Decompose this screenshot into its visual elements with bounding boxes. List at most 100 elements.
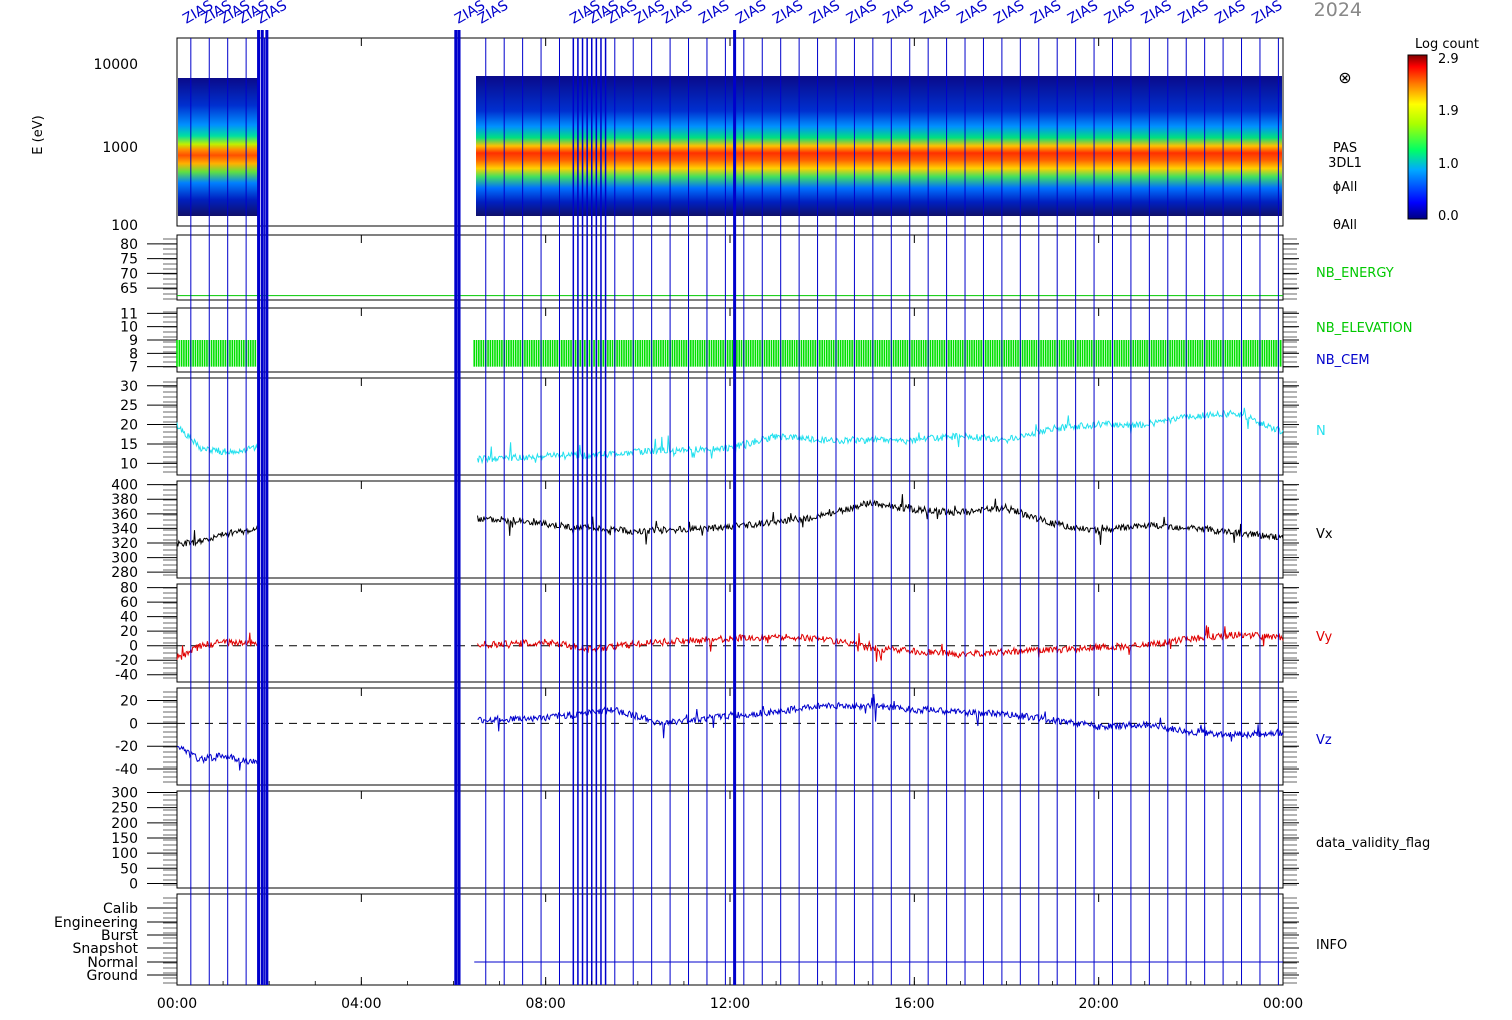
event-marker-label: ZIAS bbox=[991, 0, 1027, 27]
y-tick-label: 65 bbox=[120, 281, 138, 297]
event-marker-label: ZIAS bbox=[770, 0, 806, 27]
y-tick-label: 250 bbox=[111, 801, 138, 817]
spectrogram-ylabel: E (eV) bbox=[31, 115, 46, 154]
event-marker-label: ZIAS bbox=[1139, 0, 1175, 27]
y-tick-label: 60 bbox=[120, 595, 138, 611]
y-tick-label: Engineering bbox=[54, 915, 138, 931]
y-tick-label: 0 bbox=[129, 716, 138, 732]
colorbar-tick: 1.9 bbox=[1438, 104, 1459, 119]
spectrogram-side-label: PAS bbox=[1333, 141, 1357, 156]
panel-frame bbox=[176, 377, 1284, 476]
y-tick-label: 10 bbox=[120, 320, 138, 336]
circle-cross-icon: ⊗ bbox=[1338, 68, 1351, 87]
y-tick-label: -20 bbox=[115, 653, 138, 669]
y-tick-label: Burst bbox=[101, 928, 139, 944]
line-panels: 80757065NB_ENERGY1110987NB_ELEVATIONNB_C… bbox=[54, 234, 1430, 986]
y-tick-label: 75 bbox=[120, 252, 138, 268]
nb-band bbox=[176, 340, 1282, 367]
event-marker-label: ZIAS bbox=[918, 0, 954, 27]
panel-label: NB_ELEVATION bbox=[1316, 321, 1413, 336]
event-marker-label: ZIAS bbox=[1065, 0, 1101, 27]
panel-label: Vy bbox=[1316, 630, 1333, 645]
y-tick-label: Calib bbox=[103, 901, 138, 917]
panel-label: data_validity_flag bbox=[1316, 836, 1430, 851]
y-tick-label: 50 bbox=[120, 861, 138, 877]
y-tick-label: 20 bbox=[120, 418, 138, 434]
event-marker-label: ZIAS bbox=[807, 0, 843, 27]
spectrogram-tick: 100 bbox=[111, 218, 138, 234]
y-tick-label: Normal bbox=[87, 955, 138, 971]
y-tick-label: 300 bbox=[111, 786, 138, 802]
y-tick-label: Snapshot bbox=[73, 941, 139, 957]
y-tick-label: 25 bbox=[120, 398, 138, 414]
colorbar-label: Log count bbox=[1415, 37, 1479, 52]
series-line-n bbox=[176, 407, 1284, 465]
colorbar: Log count 2.9 1.9 1.0 0.0 bbox=[1407, 37, 1479, 224]
x-tick-label: 16:00 bbox=[894, 996, 934, 1012]
y-tick-label: 70 bbox=[120, 266, 138, 282]
y-tick-label: 340 bbox=[111, 521, 138, 537]
y-tick-label: 360 bbox=[111, 507, 138, 523]
x-tick-label: 20:00 bbox=[1078, 996, 1118, 1012]
panel-frame bbox=[176, 687, 1284, 786]
y-tick-label: -20 bbox=[115, 739, 138, 755]
x-tick-label: 08:00 bbox=[525, 996, 565, 1012]
colorbar-tick: 2.9 bbox=[1438, 52, 1459, 67]
y-tick-label: 80 bbox=[120, 581, 138, 597]
panel-label: INFO bbox=[1316, 938, 1347, 953]
panel-n: 30 25 20 15 10 N bbox=[120, 377, 1326, 476]
y-tick-label: 30 bbox=[120, 379, 138, 395]
y-tick-label: 400 bbox=[111, 478, 138, 494]
panel-frame bbox=[176, 480, 1284, 579]
y-tick-label: 7 bbox=[129, 360, 138, 376]
y-tick-label: 10 bbox=[120, 456, 138, 472]
panel-info: CalibEngineeringBurstSnapshotNormalGroun… bbox=[54, 893, 1347, 986]
colorbar-tick: 1.0 bbox=[1438, 157, 1459, 172]
y-tick-label: 0 bbox=[129, 876, 138, 892]
y-tick-label: 300 bbox=[111, 551, 138, 567]
event-marker-label: ZIAS bbox=[1249, 0, 1285, 27]
spectrogram-tick: 10000 bbox=[93, 57, 138, 73]
x-tick-label: 00:00 bbox=[157, 996, 197, 1012]
event-marker-label: ZIAS bbox=[881, 0, 917, 27]
y-tick-label: 280 bbox=[111, 565, 138, 581]
panel-frame bbox=[176, 790, 1284, 889]
y-tick-label: 200 bbox=[111, 816, 138, 832]
y-tick-label: Ground bbox=[87, 968, 139, 984]
series-line-vy bbox=[176, 625, 1284, 662]
event-marker-label: ZIAS bbox=[659, 0, 695, 27]
event-marker-label: ZIAS bbox=[844, 0, 880, 27]
x-tick-label: 04:00 bbox=[341, 996, 381, 1012]
colorbar-tick: 0.0 bbox=[1438, 209, 1459, 224]
panel-label: NB_ENERGY bbox=[1316, 266, 1394, 281]
panel-frame bbox=[176, 893, 1284, 986]
x-axis: 00:00 04:00 08:00 12:00 16:00 20:00 00:00 bbox=[157, 38, 1303, 1012]
spectrogram-side-label: θAll bbox=[1333, 218, 1357, 233]
event-marker-label: ZIAS bbox=[954, 0, 990, 27]
x-tick-label: 00:00 bbox=[1263, 996, 1303, 1012]
panel-label: NB_CEM bbox=[1316, 353, 1370, 368]
event-marker-label: ZIAS bbox=[1028, 0, 1064, 27]
colorbar-gradient bbox=[1407, 54, 1428, 220]
spectrogram-tick: 1000 bbox=[102, 140, 138, 156]
y-tick-label: 380 bbox=[111, 492, 138, 508]
y-tick-label: 40 bbox=[120, 610, 138, 626]
event-marker-label: ZIAS bbox=[696, 0, 732, 27]
y-tick-label: 15 bbox=[120, 437, 138, 453]
y-tick-label: -40 bbox=[115, 762, 138, 778]
panel-frame bbox=[176, 583, 1284, 683]
event-marker-label: ZIAS bbox=[1212, 0, 1248, 27]
y-tick-label: 20 bbox=[120, 624, 138, 640]
panel-frame bbox=[176, 234, 1284, 301]
event-marker-label: ZIAS bbox=[1176, 0, 1212, 27]
header-year: 2024 bbox=[1314, 0, 1362, 21]
y-tick-label: 80 bbox=[120, 237, 138, 253]
spectrogram-panel: E (eV) 10000 1000 100 ⊗ PAS 3DL1 ϕAll θA… bbox=[31, 37, 1362, 234]
event-marker-label: ZIAS bbox=[1102, 0, 1138, 27]
panel-label: N bbox=[1316, 424, 1326, 439]
